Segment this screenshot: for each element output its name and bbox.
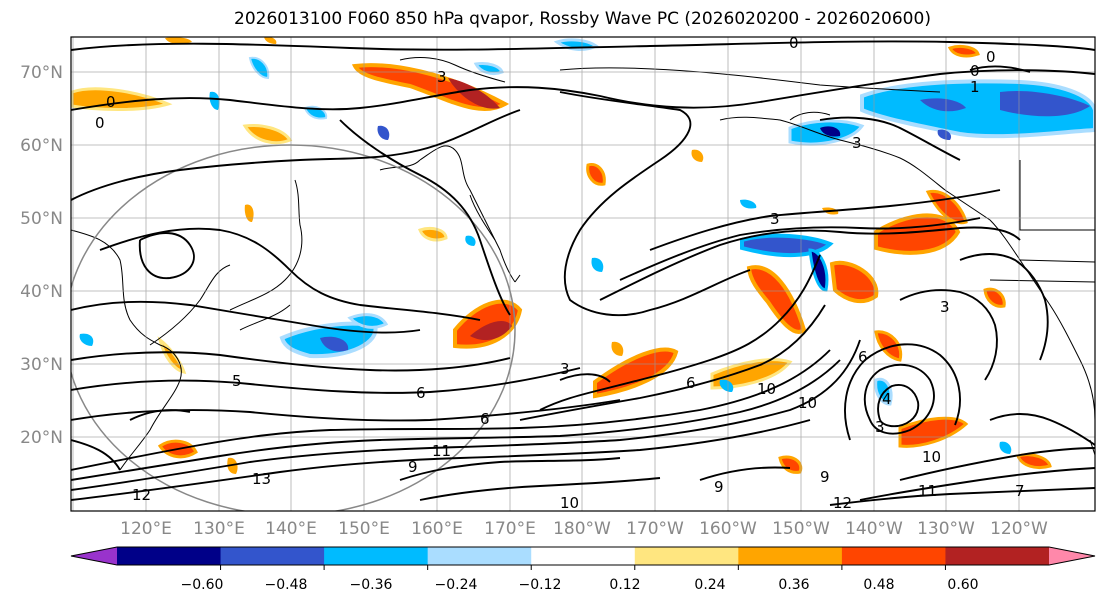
contour-label: 1	[970, 78, 980, 96]
negative-anomaly-shading	[79, 38, 1095, 454]
coastlines	[71, 57, 1095, 471]
colorbar-tick-marks	[220, 565, 946, 570]
lon-label: 140°W	[845, 519, 903, 539]
colorbar-segment	[220, 547, 325, 565]
contour-label: 11	[432, 442, 451, 460]
contour-labels: 0 0 0 0 0 1 3 3 3 3 3 3 4 5 6 6 6 6 7 9 …	[95, 34, 1025, 512]
colorbar-segment	[324, 547, 429, 565]
lon-label: 120°W	[990, 519, 1048, 539]
lat-label: 70°N	[20, 63, 63, 83]
lat-label: 40°N	[20, 282, 63, 302]
contour-label: 6	[480, 410, 490, 428]
contour-label: 10	[798, 394, 817, 412]
colorbar-extend-low	[71, 547, 117, 565]
contour-label: 12	[132, 486, 151, 504]
lon-label: 170°W	[626, 519, 684, 539]
colorbar-segment	[531, 547, 636, 565]
map-panel: 0 0 0 0 0 1 3 3 3 3 3 3 4 5 6 6 6 6 7 9 …	[71, 34, 1095, 512]
positive-anomaly-shading	[71, 37, 1052, 474]
map-title: 2026013100 F060 850 hPa qvapor, Rossby W…	[234, 9, 931, 29]
contour-lines	[71, 40, 1095, 506]
contour-label: 6	[858, 348, 868, 366]
lat-label: 20°N	[20, 428, 63, 448]
contour-label: 12	[833, 494, 852, 512]
colorbar-segment	[841, 547, 946, 565]
lon-label: 130°W	[917, 519, 975, 539]
gray-circle-overlay	[71, 144, 516, 511]
contour-label: 3	[875, 418, 885, 436]
lon-label: 140°E	[265, 519, 317, 539]
contour-label: 3	[852, 134, 862, 152]
contour-label: 5	[232, 372, 242, 390]
colorbar-outline	[70, 546, 1096, 566]
contour-label: 9	[408, 458, 418, 476]
contour-label: 6	[686, 374, 696, 392]
colorbar-tick-label: −0.48	[265, 577, 308, 593]
colorbar-segment	[634, 547, 739, 565]
contour-label: 3	[770, 210, 780, 228]
contour-label: 0	[970, 62, 980, 80]
lon-label: 160°W	[699, 519, 757, 539]
colorbar-tick-label: 0.60	[947, 577, 978, 593]
colorbar-tick-label: 0.24	[694, 577, 725, 593]
contour-label: 6	[416, 384, 426, 402]
colorbar-tick-label: −0.12	[519, 577, 562, 593]
lon-label: 160°E	[411, 519, 463, 539]
colorbar-segments	[71, 547, 1095, 565]
colorbar-tick-label: −0.24	[435, 577, 478, 593]
colorbar-segment	[427, 547, 532, 565]
contour-label: 3	[560, 360, 570, 378]
colorbar: −0.60 −0.48 −0.36 −0.24 −0.12 0.12 0.24 …	[70, 546, 1096, 593]
contour-label: 11	[918, 482, 937, 500]
contour-label: 10	[560, 494, 579, 512]
colorbar-tick-label: 0.12	[609, 577, 640, 593]
colorbar-segment	[738, 547, 843, 565]
contour-label: 10	[757, 380, 776, 398]
contour-label: 0	[106, 93, 116, 111]
contour-label: 9	[714, 478, 724, 496]
colorbar-extend-high	[1049, 547, 1095, 565]
lon-label: 130°E	[193, 519, 245, 539]
lat-label: 60°N	[20, 136, 63, 156]
contour-label: 7	[1015, 482, 1025, 500]
lat-label: 50°N	[20, 209, 63, 229]
map-frame	[70, 36, 1096, 512]
colorbar-tick-labels: −0.60 −0.48 −0.36 −0.24 −0.12 0.12 0.24 …	[181, 577, 979, 593]
contour-label: 13	[252, 470, 271, 488]
lon-label: 150°W	[772, 519, 830, 539]
lon-label: 120°E	[120, 519, 172, 539]
contour-label: 9	[820, 468, 830, 486]
contour-label: 10	[922, 448, 941, 466]
contour-label: 0	[789, 34, 799, 52]
colorbar-tick-label: −0.36	[350, 577, 393, 593]
colorbar-tick-label: −0.60	[181, 577, 224, 593]
longitude-labels: 120°E 130°E 140°E 150°E 160°E 170°E 180°…	[120, 519, 1048, 539]
lat-label: 30°N	[20, 355, 63, 375]
contour-label: 0	[986, 48, 996, 66]
contour-label: 0	[95, 114, 105, 132]
lon-label: 150°E	[338, 519, 390, 539]
contour-label: 4	[882, 390, 892, 408]
contour-label: 3	[437, 68, 447, 86]
colorbar-segment	[117, 547, 222, 565]
colorbar-segment	[945, 547, 1050, 565]
latitude-labels: 70°N 60°N 50°N 40°N 30°N 20°N	[20, 63, 63, 448]
lon-label: 170°E	[484, 519, 536, 539]
colorbar-tick-label: 0.48	[863, 577, 894, 593]
lon-label: 180°W	[553, 519, 611, 539]
contour-label: 3	[940, 298, 950, 316]
colorbar-tick-label: 0.36	[778, 577, 809, 593]
